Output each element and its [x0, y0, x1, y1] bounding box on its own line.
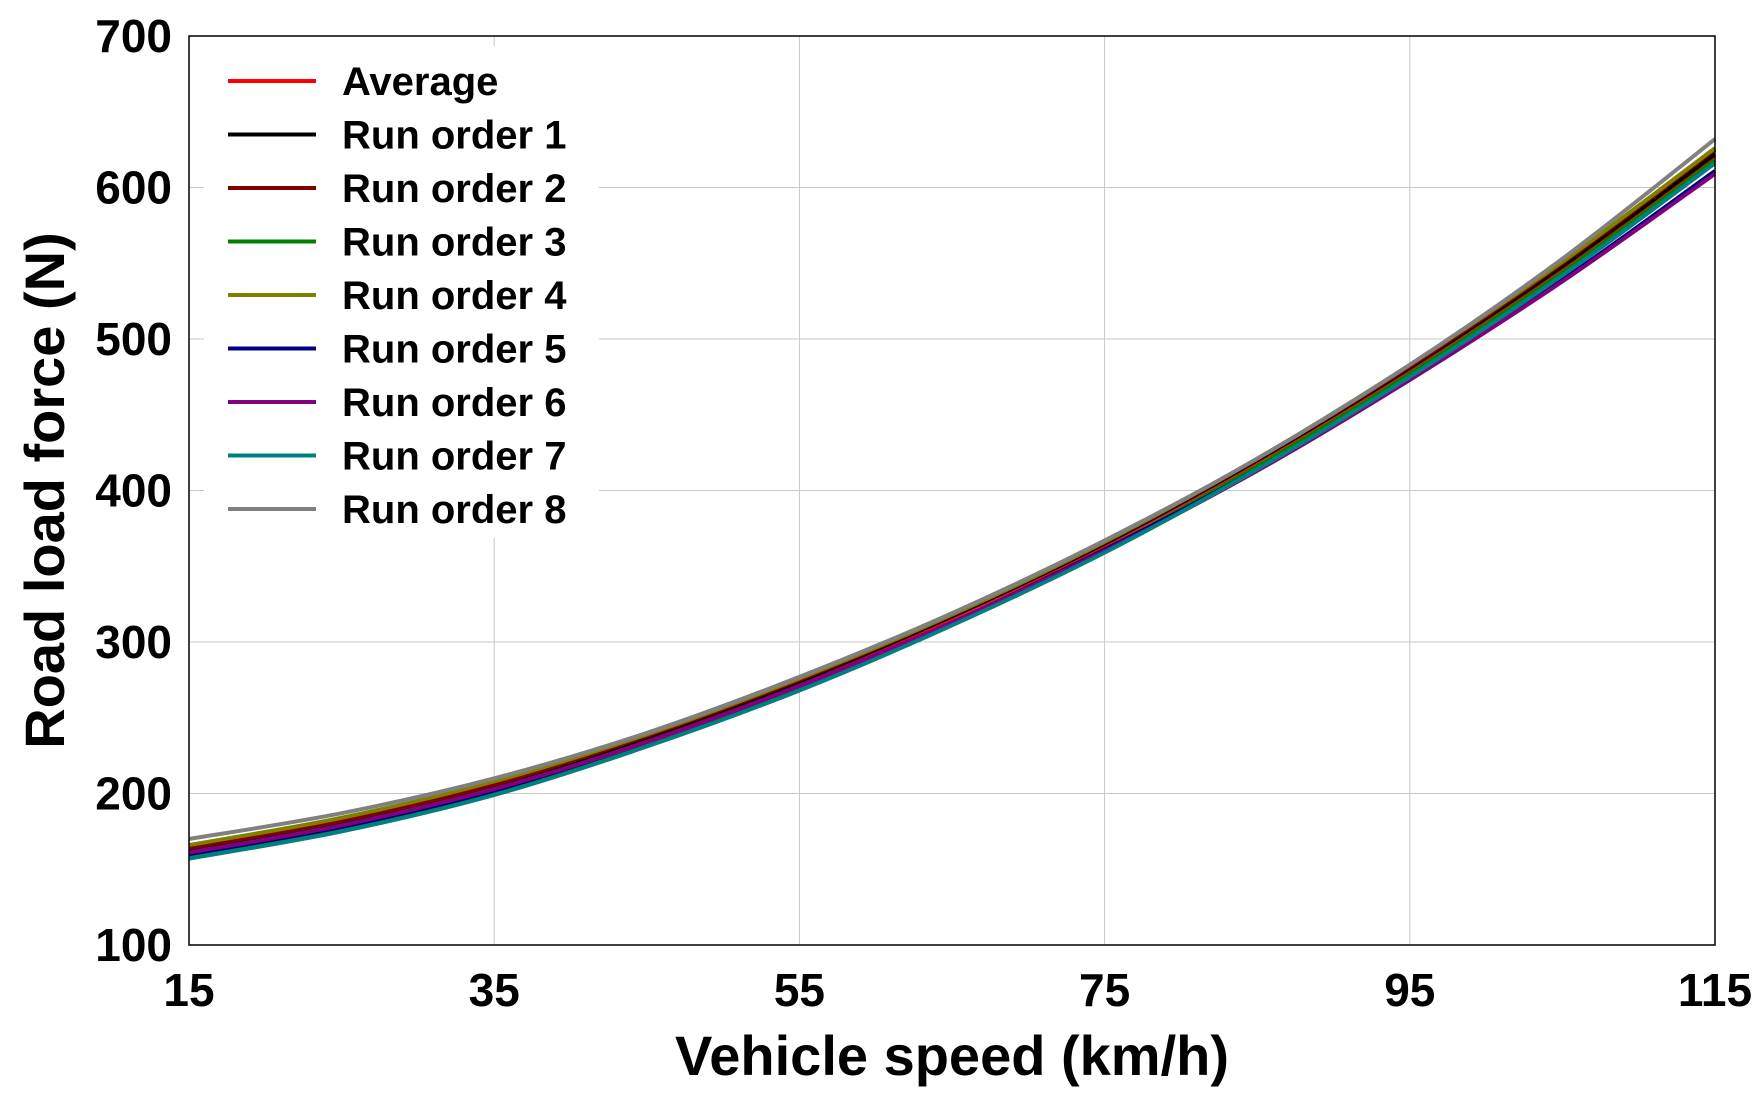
- y-tick-label: 100: [95, 919, 172, 971]
- y-tick-label: 600: [95, 162, 172, 214]
- x-tick-label: 35: [469, 964, 520, 1016]
- series-line-run-order-8: [188, 137, 1717, 841]
- x-axis-title: Vehicle speed (km/h): [675, 1024, 1229, 1087]
- legend-label: Run order 8: [342, 488, 566, 532]
- x-tick-labels: 15 35 55 75 95 115: [163, 964, 1752, 1016]
- legend-label: Run order 5: [342, 328, 566, 372]
- x-tick-label: 55: [774, 964, 825, 1016]
- y-tick-label: 300: [95, 616, 172, 668]
- y-axis-title: Road load force (N): [13, 232, 76, 748]
- y-tick-labels: 100 200 300 400 500 600 700: [95, 10, 172, 971]
- x-tick-label: 75: [1079, 964, 1130, 1016]
- legend-label: Average: [342, 60, 498, 104]
- legend-label: Run order 6: [342, 381, 566, 425]
- series-line-run-order-6: [188, 172, 1717, 855]
- legend-label: Run order 7: [342, 435, 566, 479]
- x-tick-label: 95: [1384, 964, 1435, 1016]
- plot-frame: [188, 35, 1716, 946]
- y-tick-label: 400: [95, 465, 172, 517]
- y-tick-label: 500: [95, 313, 172, 365]
- legend-label: Run order 2: [342, 167, 566, 211]
- series-line-run-order-7: [188, 161, 1717, 861]
- legend-label: Run order 3: [342, 221, 566, 265]
- legend-label: Run order 1: [342, 114, 566, 158]
- legend: Average Run order 1 Run order 2 Run order 3…: [204, 46, 599, 538]
- legend-label: Run order 4: [342, 274, 567, 318]
- series-lines: [188, 137, 1717, 861]
- x-tick-label: 115: [1678, 964, 1752, 1016]
- x-tick-label: 15: [163, 964, 214, 1016]
- y-tick-label: 200: [95, 768, 172, 820]
- y-tick-label: 700: [95, 10, 172, 62]
